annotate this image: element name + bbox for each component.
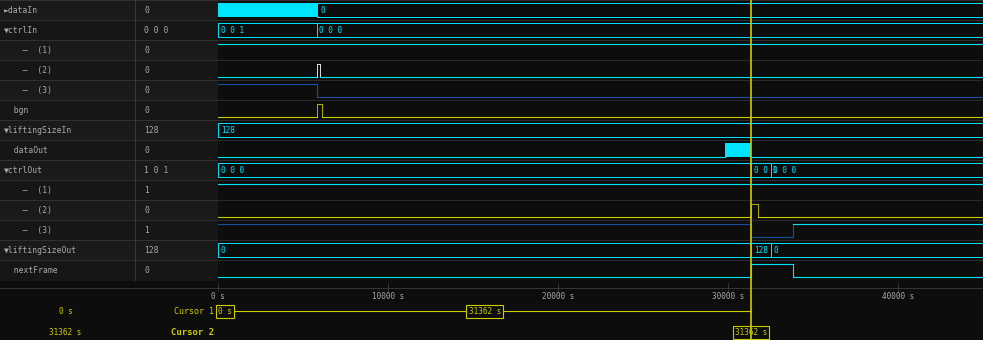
Text: 1: 1 [145,186,148,195]
Text: 0: 0 [773,246,778,255]
Text: 0: 0 [145,86,148,95]
Text: 1: 1 [145,226,148,235]
Text: 128: 128 [145,126,158,135]
Text: 0 s: 0 s [218,307,232,316]
Bar [0,0,218,20]
Bar [751,163,771,177]
Bar [771,243,983,257]
Text: 128: 128 [221,126,235,135]
Bar [0,260,218,280]
Text: dataOut: dataOut [4,146,48,155]
Bar [0,80,218,100]
Bar [218,243,751,257]
Bar [0,200,218,220]
Bar [218,163,751,177]
Bar [0,160,218,180]
Text: 0 0 1: 0 0 1 [221,26,244,35]
Bar [218,123,983,137]
Text: 0: 0 [145,106,148,115]
Text: 128: 128 [145,246,158,255]
Text: bgn: bgn [4,106,29,115]
Text: 0 0 0: 0 0 0 [773,166,796,175]
Bar [0,40,218,60]
Text: Cursor 2: Cursor 2 [171,328,214,337]
Bar [0,20,218,40]
Text: 1 0 1: 1 0 1 [145,166,168,175]
Text: ─  (2): ─ (2) [13,206,52,215]
Bar [0,60,218,80]
Text: ▼liftingSizeIn: ▼liftingSizeIn [4,126,73,135]
Text: 0 s: 0 s [59,307,73,316]
Text: ▼ctrlIn: ▼ctrlIn [4,26,38,35]
Bar [317,3,983,17]
Bar [0,180,218,200]
Text: ▼ctrlOut: ▼ctrlOut [4,166,43,175]
Text: ─  (2): ─ (2) [13,66,52,74]
Text: Cursor 1: Cursor 1 [174,307,214,316]
Text: 128: 128 [754,246,768,255]
Text: 31362 s: 31362 s [469,307,501,316]
Bar [0,220,218,240]
Text: 0: 0 [145,66,148,74]
Text: 31362 s: 31362 s [735,328,768,337]
Bar [0,100,218,120]
Text: 10000 s: 10000 s [372,292,404,301]
Text: 30000 s: 30000 s [712,292,744,301]
Text: 0 0 0: 0 0 0 [221,166,244,175]
Text: ─  (1): ─ (1) [13,186,52,195]
Bar [751,243,771,257]
Text: 0 0 0: 0 0 0 [145,26,168,35]
Text: 31362 s: 31362 s [49,328,82,337]
Bar [317,23,983,37]
Text: 0: 0 [145,146,148,155]
Bar [218,23,317,37]
Text: 0: 0 [145,46,148,55]
Text: ►dataIn: ►dataIn [4,5,38,15]
Text: 0: 0 [221,246,225,255]
Text: ─  (1): ─ (1) [13,46,52,55]
Text: ─  (3): ─ (3) [13,226,52,235]
Bar [0,120,218,140]
Bar [724,143,751,157]
Bar [218,3,317,17]
Text: 0 0 0: 0 0 0 [319,26,342,35]
Bar [771,163,983,177]
Text: ─  (3): ─ (3) [13,86,52,95]
Bar [0,240,218,260]
Text: 0: 0 [145,266,148,275]
Text: ▼liftingSizeOut: ▼liftingSizeOut [4,246,78,255]
Text: 0: 0 [145,206,148,215]
Text: 20000 s: 20000 s [542,292,574,301]
Bar [0,140,218,160]
Text: 0 s: 0 s [211,292,225,301]
Text: 0: 0 [145,5,148,15]
Text: nextFrame: nextFrame [4,266,58,275]
Text: 0: 0 [320,5,324,15]
Text: 40000 s: 40000 s [882,292,914,301]
Text: 0 0 1: 0 0 1 [754,166,777,175]
